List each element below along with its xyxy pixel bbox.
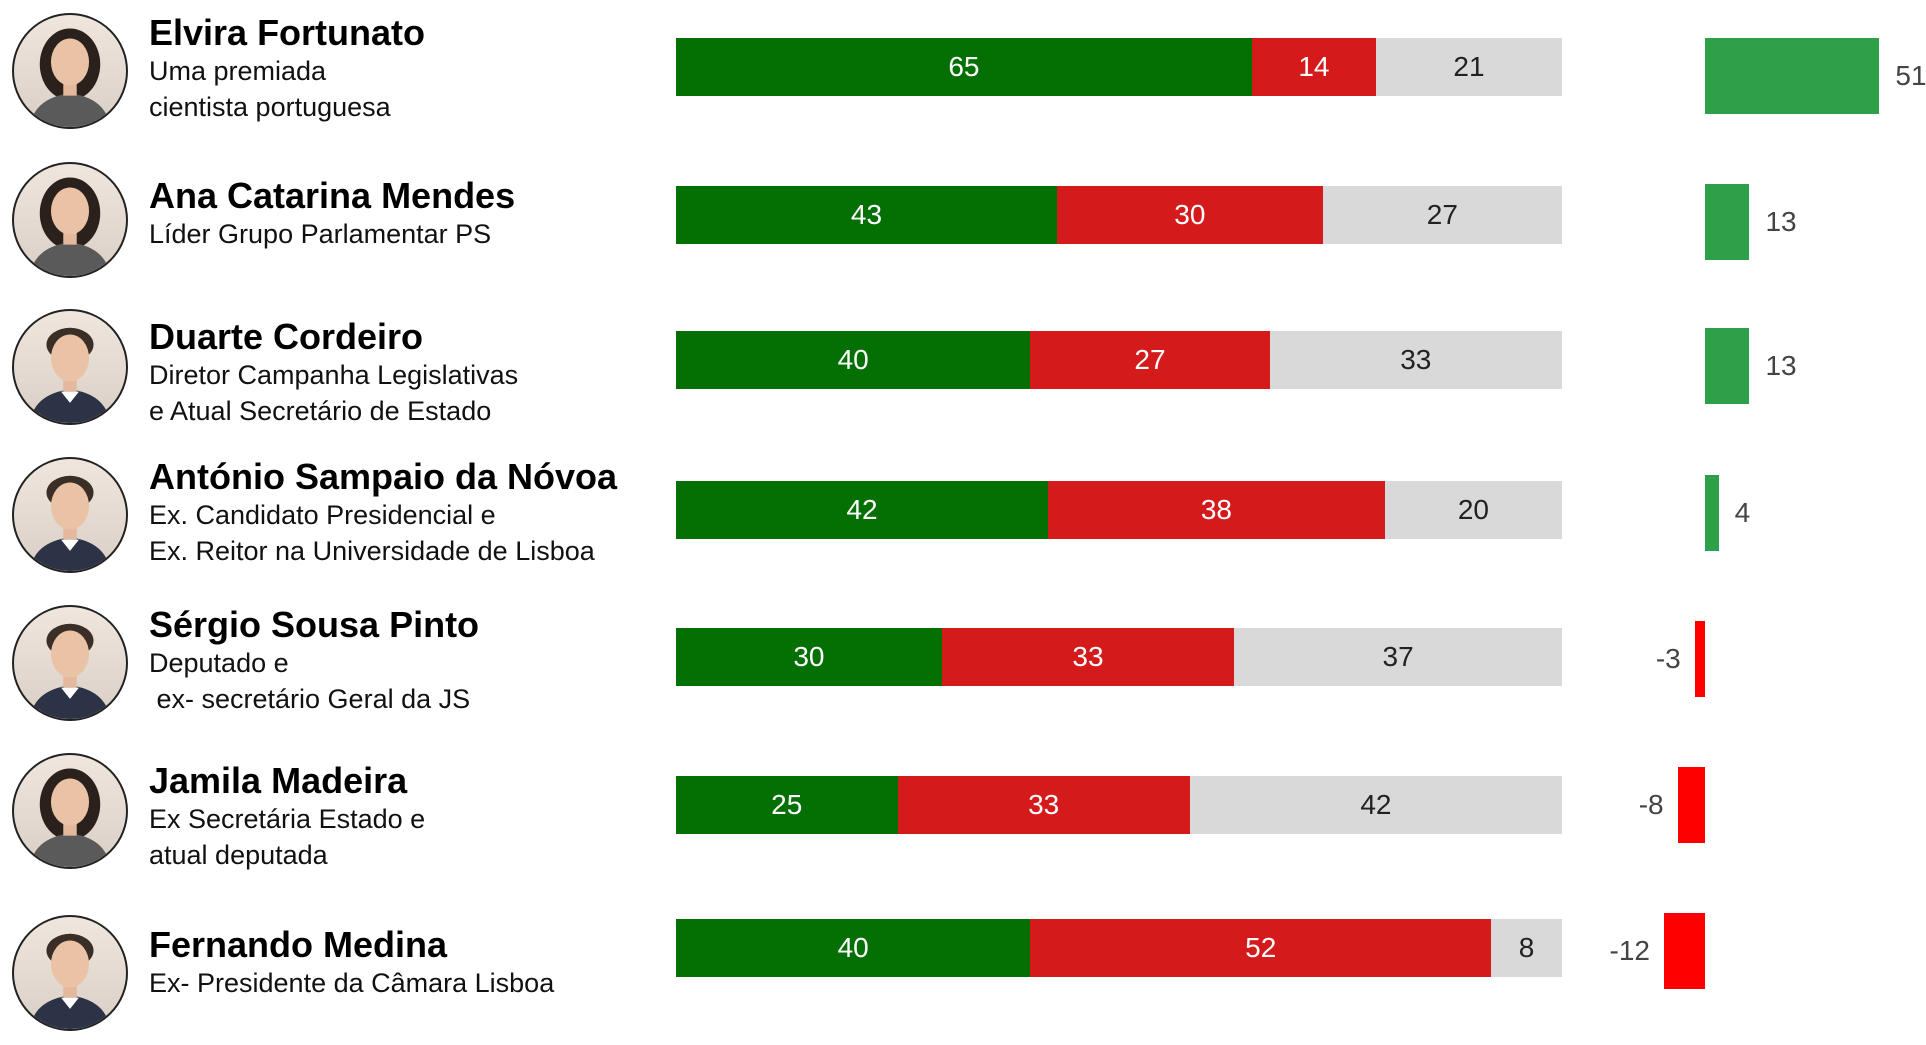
person-description-line: cientista portuguesa [149, 92, 391, 122]
neutral-segment: 33 [1269, 331, 1562, 389]
segment-value-label: 27 [1426, 199, 1458, 230]
net-score-label: -8 [1638, 789, 1664, 820]
favorable-segment: 25 [676, 776, 898, 834]
net-score-label: -3 [1655, 643, 1681, 674]
favorable-segment: 43 [676, 186, 1057, 244]
person-description-line: e Atual Secretário de Estado [149, 396, 492, 426]
person-name: Ana Catarina Mendes [149, 175, 516, 216]
person-description-line: Ex. Reitor na Universidade de Lisboa [149, 536, 595, 566]
segment-value-label: 37 [1382, 641, 1414, 672]
net-score-bar [1705, 328, 1750, 404]
segment-value-label: 30 [793, 641, 825, 672]
segment-value-label: 42 [1360, 789, 1392, 820]
person-name: Jamila Madeira [149, 760, 408, 801]
segment-value-label: 52 [1245, 932, 1277, 963]
person-row: Ana Catarina Mendes Líder Grupo Parlament… [0, 162, 1926, 306]
net-score-bar [1694, 621, 1705, 697]
person-description-line: Diretor Campanha Legislativas [149, 360, 519, 390]
net-score-bar [1705, 184, 1750, 260]
person-name: Elvira Fortunato [149, 12, 426, 53]
segment-value-label: 8 [1518, 932, 1535, 963]
unfavorable-segment: 33 [941, 628, 1235, 686]
unfavorable-segment: 14 [1251, 38, 1376, 96]
neutral-segment: 21 [1375, 38, 1562, 96]
person-name: Sérgio Sousa Pinto [149, 604, 480, 645]
segment-value-label: 20 [1457, 494, 1489, 525]
segment-value-label: 40 [837, 932, 869, 963]
person-description-line: Ex. Candidato Presidencial e [149, 500, 496, 530]
favorable-segment: 65 [676, 38, 1252, 96]
man-portrait-icon [12, 309, 128, 425]
neutral-segment: 27 [1322, 186, 1562, 244]
segment-value-label: 33 [1028, 789, 1060, 820]
favorable-segment: 40 [676, 331, 1031, 389]
neutral-segment: 8 [1491, 919, 1562, 977]
unfavorable-segment: 27 [1030, 331, 1270, 389]
person-row: Elvira Fortunato Uma premiada cientista po… [0, 13, 1926, 157]
segment-value-label: 30 [1174, 199, 1206, 230]
woman-portrait-icon [12, 753, 128, 869]
segment-value-label: 33 [1400, 344, 1432, 375]
net-score-bar [1663, 913, 1705, 989]
person-description-line: atual deputada [149, 840, 328, 870]
net-score-label: 4 [1734, 497, 1751, 528]
person-row: Duarte Cordeiro Diretor Campanha Legislat… [0, 309, 1926, 453]
person-name: Duarte Cordeiro [149, 316, 424, 357]
woman-portrait-icon [12, 162, 128, 278]
segment-value-label: 27 [1134, 344, 1166, 375]
segment-value-label: 21 [1453, 51, 1485, 82]
unfavorable-segment: 52 [1030, 919, 1492, 977]
favorable-segment: 30 [676, 628, 942, 686]
person-name: António Sampaio da Nóvoa [149, 456, 618, 497]
person-description-line: Líder Grupo Parlamentar PS [149, 219, 492, 249]
net-score-label: 13 [1765, 206, 1797, 237]
segment-value-label: 65 [948, 51, 980, 82]
person-description-line: Ex Secretária Estado e [149, 804, 426, 834]
net-score-bar [1705, 38, 1880, 114]
net-score-bar [1705, 475, 1719, 551]
segment-value-label: 25 [771, 789, 803, 820]
woman-portrait-icon [12, 13, 128, 129]
person-row: Fernando Medina Ex- Presidente da Câmara … [0, 905, 1926, 1045]
person-description-line: Deputado e [149, 648, 289, 678]
person-description-line: Uma premiada [149, 56, 327, 86]
unfavorable-segment: 30 [1056, 186, 1323, 244]
person-description-line: ex- secretário Geral da JS [149, 684, 471, 714]
person-row: Jamila Madeira Ex Secretária Estado e atua… [0, 753, 1926, 897]
net-score-bar [1677, 767, 1705, 843]
person-description-line: Ex- Presidente da Câmara Lisboa [149, 968, 555, 998]
net-score-label: 51 [1895, 60, 1926, 91]
net-score-label: 13 [1765, 350, 1797, 381]
favorable-segment: 40 [676, 919, 1031, 977]
segment-value-label: 38 [1200, 494, 1233, 525]
segment-value-label: 40 [837, 344, 869, 375]
neutral-segment: 42 [1189, 776, 1562, 834]
segment-value-label: 42 [846, 494, 878, 525]
popularity-chart: Elvira Fortunato Uma premiada cientista po… [0, 13, 1926, 1031]
neutral-segment: 37 [1234, 628, 1562, 686]
man-portrait-icon [12, 915, 128, 1031]
segment-value-label: 14 [1298, 51, 1330, 82]
unfavorable-segment: 33 [897, 776, 1190, 834]
favorable-segment: 42 [676, 481, 1049, 539]
segment-value-label: 43 [850, 199, 883, 230]
segment-value-label: 33 [1072, 641, 1104, 672]
man-portrait-icon [12, 605, 128, 721]
person-row: António Sampaio da Nóvoa Ex. Candidato Pr… [0, 457, 1926, 601]
man-portrait-icon [12, 457, 128, 573]
net-score-label: -12 [1609, 935, 1650, 966]
person-row: Sérgio Sousa Pinto Deputado e ex- secretá… [0, 605, 1926, 749]
person-name: Fernando Medina [149, 924, 448, 965]
unfavorable-segment: 38 [1048, 481, 1385, 539]
neutral-segment: 20 [1384, 481, 1562, 539]
